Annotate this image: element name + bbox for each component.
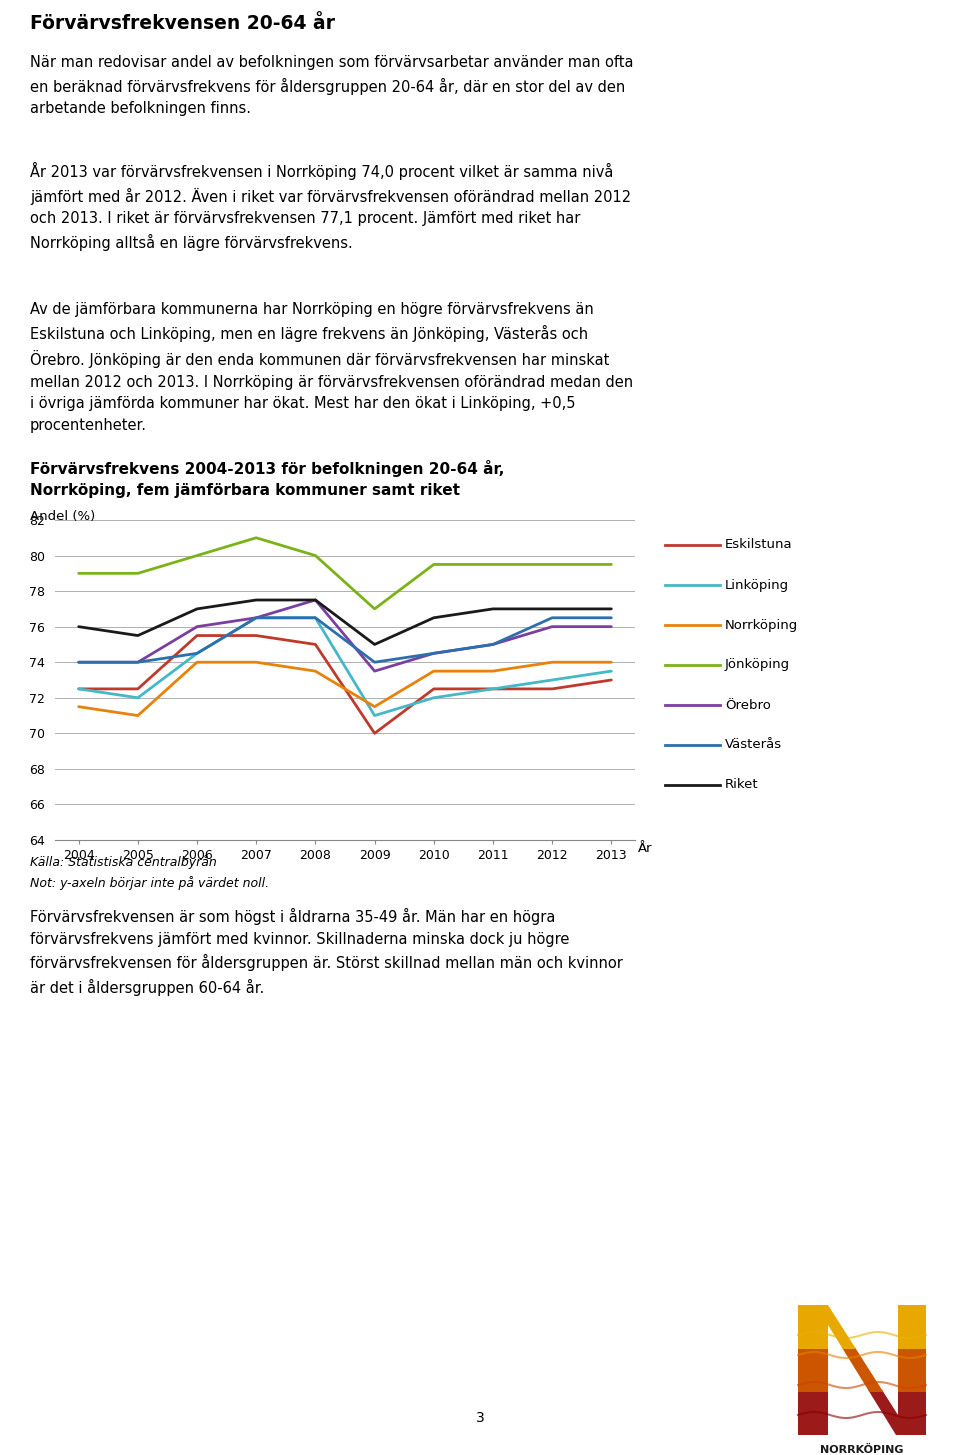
- Text: Eskilstuna: Eskilstuna: [725, 538, 793, 551]
- Text: Källa: Statistiska centralbyrån: Källa: Statistiska centralbyrån: [30, 856, 217, 869]
- Text: Förvärvsfrekvensen är som högst i åldrarna 35-49 år. Män har en högra
förvärvsfr: Förvärvsfrekvensen är som högst i åldrar…: [30, 908, 623, 997]
- Bar: [790, 1390, 935, 1435]
- Text: Norrköping: Norrköping: [725, 618, 799, 631]
- Text: År 2013 var förvärvsfrekvensen i Norrköping 74,0 procent vilket är samma nivå
jä: År 2013 var förvärvsfrekvensen i Norrköp…: [30, 162, 631, 252]
- Text: Västerås: Västerås: [725, 739, 782, 751]
- Text: Jönköping: Jönköping: [725, 659, 790, 672]
- Bar: [790, 1304, 935, 1349]
- Text: År: År: [638, 842, 653, 856]
- Text: NORRKÖPING: NORRKÖPING: [820, 1445, 903, 1455]
- Text: Norrköping, fem jämförbara kommuner samt riket: Norrköping, fem jämförbara kommuner samt…: [30, 483, 460, 498]
- Bar: [790, 1347, 935, 1392]
- Text: Linköping: Linköping: [725, 579, 789, 592]
- Text: 3: 3: [475, 1411, 485, 1424]
- Text: Örebro: Örebro: [725, 698, 771, 711]
- Text: Av de jämförbara kommunerna har Norrköping en högre förvärvsfrekvens än
Eskilstu: Av de jämförbara kommunerna har Norrköpi…: [30, 303, 634, 432]
- Text: Förvärvsfrekvens 2004-2013 för befolkningen 20-64 år,: Förvärvsfrekvens 2004-2013 för befolknin…: [30, 460, 504, 477]
- Text: Riket: Riket: [725, 778, 758, 792]
- Text: Förvärvsfrekvensen 20-64 år: Förvärvsfrekvensen 20-64 år: [30, 15, 335, 33]
- Text: Not: y-axeln börjar inte på värdet noll.: Not: y-axeln börjar inte på värdet noll.: [30, 876, 269, 890]
- Text: Andel (%): Andel (%): [30, 511, 95, 522]
- Text: När man redovisar andel av befolkningen som förvärvsarbetar använder man ofta
en: När man redovisar andel av befolkningen …: [30, 55, 634, 116]
